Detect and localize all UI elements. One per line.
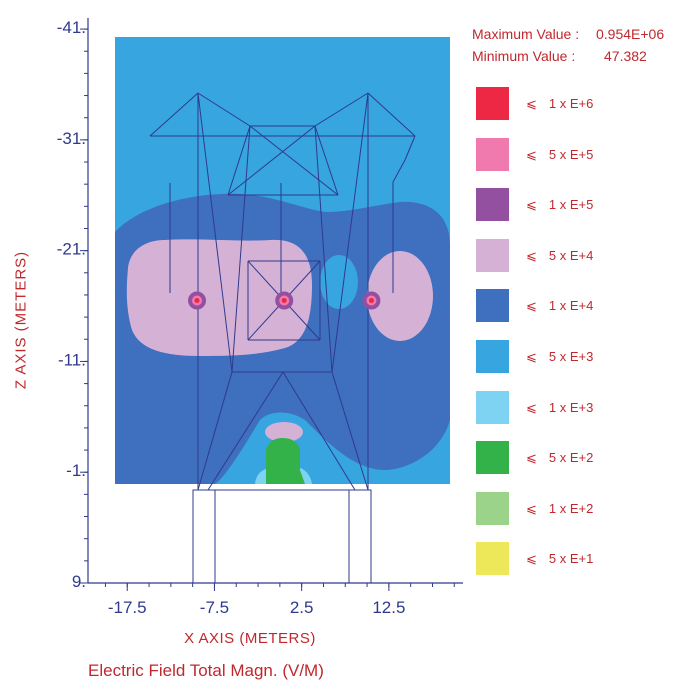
y-ticks: -41. -31. -21. -11. -1. 9. bbox=[57, 18, 88, 591]
legend-label: ⩽ 5 x E+2 bbox=[526, 450, 593, 466]
legend-label: ⩽ 1 x E+5 bbox=[526, 197, 593, 213]
region-5e3-island bbox=[320, 255, 358, 309]
chart-title: Electric Field Total Magn. (V/M) bbox=[88, 661, 324, 680]
legend-item: ⩽ 1 x E+6 bbox=[476, 87, 666, 121]
legend-value: 5 x E+3 bbox=[548, 349, 594, 364]
legend-label: ⩽ 1 x E+3 bbox=[526, 400, 593, 416]
x-axis-label: X AXIS (METERS) bbox=[184, 630, 316, 647]
legend-value: 5 x E+4 bbox=[548, 247, 594, 263]
x-tick-label: -7.5 bbox=[200, 598, 229, 617]
x-tick-label: 2.5 bbox=[290, 598, 314, 617]
min-value: 47.382 bbox=[604, 48, 647, 64]
legend-label: ⩽ 1 x E+6 bbox=[526, 96, 593, 112]
less-equal-symbol: ⩽ bbox=[526, 96, 537, 111]
less-equal-symbol: ⩽ bbox=[526, 551, 537, 567]
legend-value: 5 x E+5 bbox=[548, 146, 594, 162]
legend-value: 5 x E+2 bbox=[548, 450, 594, 466]
legend-label: ⩽ 5 x E+3 bbox=[526, 349, 593, 365]
legend-label: ⩽ 1 x E+4 bbox=[526, 298, 593, 314]
legend-swatch bbox=[476, 390, 509, 424]
x-ticks: -17.5 -7.5 2.5 12.5 bbox=[104, 583, 455, 617]
legend-value: 1 x E+5 bbox=[548, 197, 594, 213]
legend-swatch bbox=[476, 289, 509, 323]
max-value: 0.954E+06 bbox=[596, 26, 665, 42]
legend-swatch bbox=[476, 188, 509, 222]
y-tick-label: -11. bbox=[58, 350, 86, 369]
legend-value: 1 x E+6 bbox=[548, 96, 594, 111]
less-equal-symbol: ⩽ bbox=[526, 197, 537, 213]
legend-swatch bbox=[476, 87, 509, 120]
legend-item: ⩽ 5 x E+4 bbox=[476, 238, 666, 273]
legend-swatch bbox=[476, 441, 509, 475]
y-tick-label: -1. bbox=[66, 461, 86, 480]
max-value-row: Maximum Value : 0.954E+06 bbox=[472, 26, 664, 42]
y-tick-label: 9. bbox=[72, 572, 86, 591]
less-equal-symbol: ⩽ bbox=[526, 146, 537, 162]
legend-item: ⩽ 1 x E+4 bbox=[476, 289, 666, 323]
legend-label: ⩽ 5 x E+1 bbox=[526, 551, 593, 567]
legend-value: 5 x E+1 bbox=[548, 551, 594, 567]
conductor-markers bbox=[188, 291, 381, 310]
region-5e4-left bbox=[126, 239, 312, 356]
axes bbox=[87, 18, 463, 584]
legend-label: ⩽ 5 x E+5 bbox=[526, 147, 593, 163]
x-tick-label: 12.5 bbox=[372, 598, 405, 617]
less-equal-symbol: ⩽ bbox=[526, 247, 537, 263]
legend-swatch bbox=[476, 137, 509, 171]
less-equal-symbol: ⩽ bbox=[526, 298, 537, 314]
y-tick-label: -31. bbox=[57, 129, 86, 148]
region-5e4-small bbox=[265, 422, 303, 442]
legend-item: ⩽ 5 x E+2 bbox=[476, 441, 666, 475]
less-equal-symbol: ⩽ bbox=[526, 399, 537, 415]
min-value-row: Minimum Value : 47.382 bbox=[472, 48, 647, 64]
less-equal-symbol: ⩽ bbox=[526, 349, 537, 364]
legend-item: ⩽ 5 x E+5 bbox=[476, 137, 666, 172]
tower-frame bbox=[149, 92, 416, 584]
x-tick-label: -17.5 bbox=[108, 598, 147, 617]
legend-item: ⩽ 1 x E+3 bbox=[476, 390, 666, 425]
conductor-marker bbox=[194, 298, 200, 303]
y-tick-label: -41. bbox=[57, 18, 86, 37]
legend-swatch bbox=[476, 340, 509, 373]
conductor-marker bbox=[368, 298, 374, 303]
legend-item: ⩽ 1 x E+5 bbox=[476, 188, 666, 222]
legend-label: ⩽ 1 x E+2 bbox=[526, 501, 593, 517]
field-map bbox=[115, 37, 450, 485]
min-value-label: Minimum Value : bbox=[472, 48, 576, 64]
legend-item: ⩽ 5 x E+3 bbox=[476, 340, 666, 374]
legend-value: 1 x E+2 bbox=[548, 500, 594, 516]
legend-swatch bbox=[476, 542, 509, 576]
region-5e2 bbox=[266, 438, 305, 484]
legend-value: 1 x E+4 bbox=[548, 298, 594, 314]
legend-swatch bbox=[476, 238, 509, 272]
y-axis-label: Z AXIS (METERS) bbox=[12, 250, 30, 390]
y-tick-label: -21. bbox=[57, 240, 86, 259]
legend-item: ⩽ 1 x E+2 bbox=[476, 491, 666, 526]
conductor-marker bbox=[281, 298, 287, 303]
less-equal-symbol: ⩽ bbox=[526, 450, 537, 466]
less-equal-symbol: ⩽ bbox=[526, 500, 537, 516]
region-5e4-right bbox=[367, 251, 433, 341]
max-value-label: Maximum Value : bbox=[472, 26, 580, 42]
legend-value: 1 x E+3 bbox=[548, 399, 594, 415]
legend-label: ⩽ 5 x E+4 bbox=[526, 248, 593, 264]
legend-item: ⩽ 5 x E+1 bbox=[476, 542, 666, 576]
legend-swatch bbox=[476, 491, 509, 525]
